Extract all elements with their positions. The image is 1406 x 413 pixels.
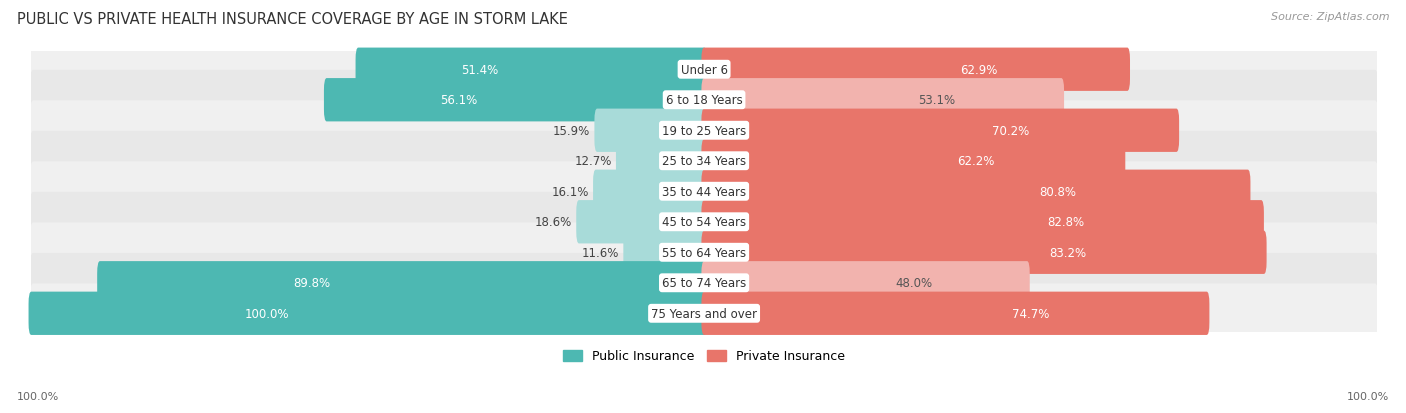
FancyBboxPatch shape <box>702 231 1267 274</box>
FancyBboxPatch shape <box>702 201 1264 244</box>
FancyBboxPatch shape <box>323 79 707 122</box>
FancyBboxPatch shape <box>702 261 1029 305</box>
Text: 25 to 34 Years: 25 to 34 Years <box>662 155 747 168</box>
Text: 82.8%: 82.8% <box>1047 216 1085 229</box>
Text: 12.7%: 12.7% <box>575 155 612 168</box>
Text: 55 to 64 Years: 55 to 64 Years <box>662 246 747 259</box>
Text: 35 to 44 Years: 35 to 44 Years <box>662 185 747 198</box>
FancyBboxPatch shape <box>702 170 1250 214</box>
Text: 51.4%: 51.4% <box>461 64 498 76</box>
FancyBboxPatch shape <box>30 284 1378 343</box>
Text: 65 to 74 Years: 65 to 74 Years <box>662 277 747 290</box>
Text: 62.9%: 62.9% <box>960 64 998 76</box>
Text: 48.0%: 48.0% <box>896 277 932 290</box>
Text: 100.0%: 100.0% <box>17 391 59 401</box>
FancyBboxPatch shape <box>30 71 1378 131</box>
Text: 62.2%: 62.2% <box>957 155 995 168</box>
Text: 45 to 54 Years: 45 to 54 Years <box>662 216 747 229</box>
Text: 16.1%: 16.1% <box>551 185 589 198</box>
Text: 18.6%: 18.6% <box>534 216 572 229</box>
Text: 100.0%: 100.0% <box>245 307 290 320</box>
FancyBboxPatch shape <box>30 132 1378 191</box>
Text: Source: ZipAtlas.com: Source: ZipAtlas.com <box>1271 12 1389 22</box>
Text: 83.2%: 83.2% <box>1049 246 1087 259</box>
FancyBboxPatch shape <box>97 261 707 305</box>
FancyBboxPatch shape <box>30 40 1378 100</box>
FancyBboxPatch shape <box>595 109 707 152</box>
FancyBboxPatch shape <box>356 48 707 92</box>
Text: 70.2%: 70.2% <box>993 124 1029 138</box>
Text: 15.9%: 15.9% <box>553 124 591 138</box>
FancyBboxPatch shape <box>30 223 1378 282</box>
Text: 80.8%: 80.8% <box>1039 185 1076 198</box>
FancyBboxPatch shape <box>30 101 1378 161</box>
FancyBboxPatch shape <box>593 170 707 214</box>
FancyBboxPatch shape <box>623 231 707 274</box>
Text: PUBLIC VS PRIVATE HEALTH INSURANCE COVERAGE BY AGE IN STORM LAKE: PUBLIC VS PRIVATE HEALTH INSURANCE COVER… <box>17 12 568 27</box>
FancyBboxPatch shape <box>702 292 1209 335</box>
FancyBboxPatch shape <box>702 79 1064 122</box>
Legend: Public Insurance, Private Insurance: Public Insurance, Private Insurance <box>558 344 849 368</box>
FancyBboxPatch shape <box>616 140 707 183</box>
Text: 53.1%: 53.1% <box>918 94 955 107</box>
FancyBboxPatch shape <box>30 253 1378 313</box>
FancyBboxPatch shape <box>702 48 1130 92</box>
FancyBboxPatch shape <box>576 201 707 244</box>
FancyBboxPatch shape <box>28 292 707 335</box>
Text: 100.0%: 100.0% <box>1347 391 1389 401</box>
Text: 6 to 18 Years: 6 to 18 Years <box>665 94 742 107</box>
Text: 19 to 25 Years: 19 to 25 Years <box>662 124 747 138</box>
Text: 89.8%: 89.8% <box>292 277 330 290</box>
Text: 11.6%: 11.6% <box>582 246 619 259</box>
Text: Under 6: Under 6 <box>681 64 727 76</box>
Text: 56.1%: 56.1% <box>440 94 478 107</box>
Text: 75 Years and over: 75 Years and over <box>651 307 756 320</box>
FancyBboxPatch shape <box>30 192 1378 252</box>
Text: 74.7%: 74.7% <box>1012 307 1049 320</box>
FancyBboxPatch shape <box>702 140 1125 183</box>
FancyBboxPatch shape <box>702 109 1180 152</box>
FancyBboxPatch shape <box>30 162 1378 222</box>
